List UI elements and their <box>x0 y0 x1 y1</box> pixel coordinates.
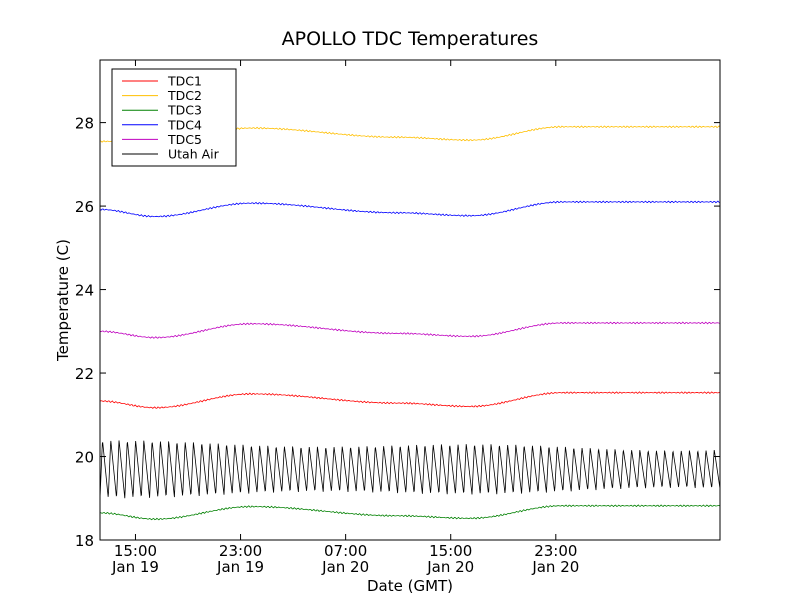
plot-frame <box>99 59 721 541</box>
x-tick-label-time: 15:00 <box>429 542 472 560</box>
x-tick-label-time: 23:00 <box>534 542 577 560</box>
series-line-tdc4 <box>99 200 721 218</box>
legend-label: TDC5 <box>167 132 202 147</box>
y-tick-label: 28 <box>75 115 94 133</box>
y-tick-label: 20 <box>75 449 94 467</box>
legend-label: TDC2 <box>167 88 202 103</box>
y-tick-label: 22 <box>75 365 94 383</box>
x-tick-label-time: 15:00 <box>114 542 157 560</box>
y-tick-label: 18 <box>75 532 94 550</box>
x-tick-label-time: 23:00 <box>219 542 262 560</box>
legend-label: TDC3 <box>167 103 202 118</box>
x-axis-label: Date (GMT) <box>367 577 453 595</box>
x-tick-label-time: 07:00 <box>324 542 367 560</box>
series-line-utah-air <box>99 440 721 499</box>
legend-label: Utah Air <box>168 147 220 162</box>
y-axis-label: Temperature (C) <box>54 239 72 362</box>
x-tick-label-date: Jan 20 <box>321 558 369 576</box>
series-line-tdc5 <box>99 321 721 339</box>
legend-label: TDC1 <box>167 74 202 89</box>
legend-box <box>111 68 237 167</box>
x-tick-label-date: Jan 19 <box>216 558 264 576</box>
y-tick-label: 26 <box>75 198 94 216</box>
x-tick-label-date: Jan 19 <box>111 558 159 576</box>
series-line-tdc3 <box>99 504 721 521</box>
x-tick-label-date: Jan 20 <box>426 558 474 576</box>
series-line-tdc1 <box>99 391 721 409</box>
y-tick-label: 24 <box>75 282 94 300</box>
legend-label: TDC4 <box>167 117 202 132</box>
chart-title: APOLLO TDC Temperatures <box>282 28 539 50</box>
x-tick-label-date: Jan 20 <box>531 558 579 576</box>
y-axis-ticks: 18 20 22 24 26 28 <box>75 115 720 550</box>
